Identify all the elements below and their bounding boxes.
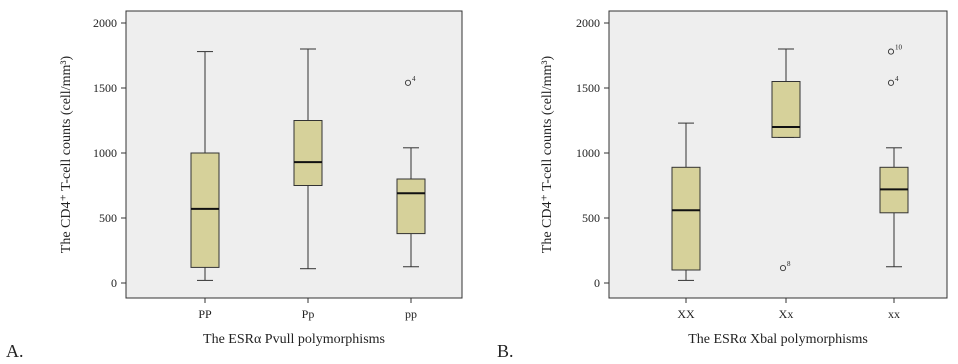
y-tick-label: 1000 bbox=[576, 146, 600, 160]
x-axis-label: The ESRα Xbal polymorphisms bbox=[688, 332, 868, 347]
box-iqr bbox=[294, 121, 322, 186]
y-tick-label: 0 bbox=[594, 276, 600, 290]
box-iqr bbox=[672, 167, 700, 270]
panel-letter-a: A. bbox=[6, 341, 24, 361]
y-axis-label: The CD4⁺ T-cell counts (cell/mm³) bbox=[540, 55, 555, 253]
chart-panel-a: 0 500 1000 1500 2000 The CD4⁺ T-cell counts (… bbox=[59, 11, 462, 347]
panel-letter-b: B. bbox=[497, 341, 514, 361]
y-tick-label: 0 bbox=[111, 276, 117, 290]
chart-panel-b: 0 500 1000 1500 2000 The CD4⁺ T-cell counts (… bbox=[540, 11, 947, 347]
outlier-label: 8 bbox=[787, 260, 791, 268]
y-tick-label: 1500 bbox=[93, 81, 117, 95]
outlier-label: 10 bbox=[895, 44, 903, 52]
outlier-label: 4 bbox=[412, 75, 416, 83]
plot-area bbox=[609, 11, 947, 298]
y-tick-label: 2000 bbox=[93, 16, 117, 30]
y-tick-label: 2000 bbox=[576, 16, 600, 30]
box-iqr bbox=[397, 179, 425, 234]
x-tick-label: Pp bbox=[302, 307, 315, 321]
x-tick-label: PP bbox=[198, 307, 212, 321]
x-axis-label: The ESRα Pvull polymorphisms bbox=[203, 332, 385, 347]
box-iqr bbox=[191, 153, 219, 267]
outlier-label: 4 bbox=[895, 75, 899, 83]
y-tick-label: 500 bbox=[99, 211, 117, 225]
x-tick-label: pp bbox=[405, 307, 417, 321]
x-tick-label: Xx bbox=[779, 307, 794, 321]
y-tick-label: 1000 bbox=[93, 146, 117, 160]
y-tick-label: 1500 bbox=[576, 81, 600, 95]
y-axis-label: The CD4⁺ T-cell counts (cell/mm³) bbox=[59, 55, 74, 253]
x-tick-label: xx bbox=[888, 307, 900, 321]
x-tick-label: XX bbox=[677, 307, 695, 321]
y-tick-label: 500 bbox=[582, 211, 600, 225]
box-iqr bbox=[772, 82, 800, 138]
